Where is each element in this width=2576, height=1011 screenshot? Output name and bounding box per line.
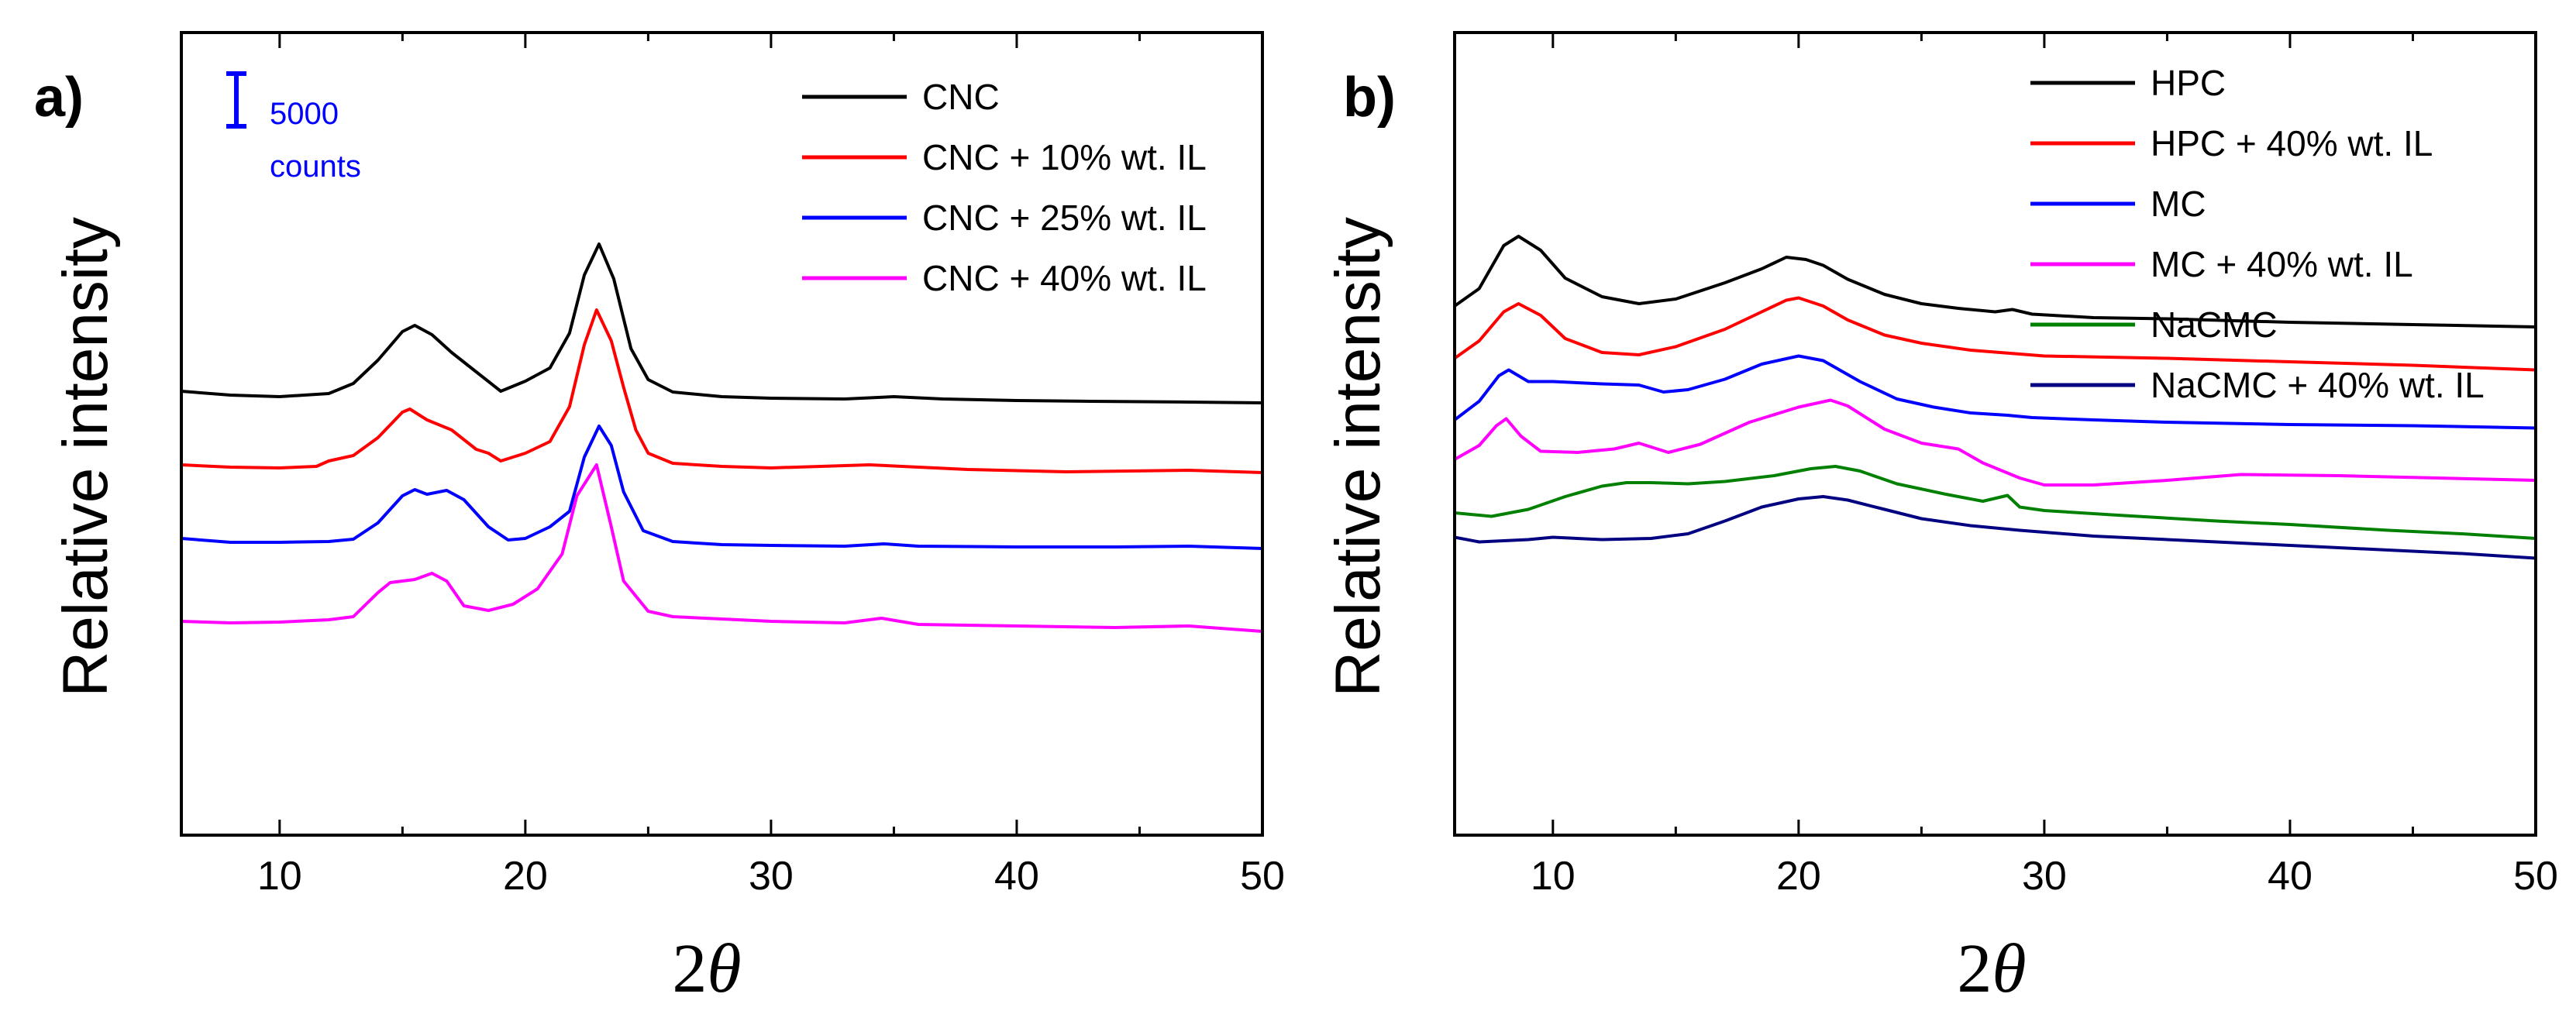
panel-b-series-hpc	[1453, 235, 2536, 328]
panel-a-ylabel: Relative intensity	[50, 217, 121, 697]
panel-b-xlabel-prefix: 2	[1957, 930, 1992, 1007]
panel-b-legend-label-hpc-40-wt-il: HPC + 40% wt. IL	[2151, 123, 2433, 163]
panel-a-frame	[180, 31, 1264, 837]
panel-b-frame	[1453, 31, 2537, 837]
panel-a-tick-label-10: 10	[257, 854, 302, 899]
panel-b-legend-label-mc-40-wt-il: MC + 40% wt. IL	[2151, 244, 2413, 284]
panel-a: a) Relative intensity 2θ 10 20 30 40 50 CNCC…	[34, 31, 1285, 1007]
panel-a-xlabel-prefix: 2	[672, 930, 707, 1007]
panel-a-tick-label-30: 30	[749, 854, 794, 899]
panel-b-series-nacmc	[1454, 465, 2536, 540]
panel-b-series-mc	[1453, 354, 2536, 430]
panel-a-legend-label-cnc: CNC	[922, 77, 1000, 117]
panel-b-tick-label-40: 40	[2268, 854, 2313, 899]
panel-b-tick-label-50: 50	[2513, 854, 2558, 899]
panel-b-label: b)	[1343, 67, 1396, 129]
panel-a-scale-bar: 5000 counts	[226, 71, 361, 184]
panel-a-series	[181, 242, 1263, 633]
panel-a-xlabel-symbol: θ	[707, 930, 741, 1007]
panel-b-legend-label-hpc: HPC	[2151, 63, 2226, 103]
panel-a-legend-label-cnc-25-wt-il: CNC + 25% wt. IL	[922, 198, 1207, 238]
panel-a-legend: CNC CNC + 10% wt. IL CNC + 25% wt. IL CNC +…	[802, 77, 1207, 298]
panel-a-tick-label-20: 20	[503, 854, 548, 899]
panel-b-tick-label-30: 30	[2022, 854, 2067, 899]
panel-b-tick-label-20: 20	[1776, 854, 1821, 899]
panel-a-tick-label-40: 40	[994, 854, 1039, 899]
panel-b-xlabel-symbol: θ	[1992, 930, 2026, 1007]
panel-a-series-cnc-10-wt-il	[181, 308, 1263, 474]
panel-b-legend-label-nacmc: NaCMC	[2151, 304, 2278, 345]
scale-bar-value: 5000	[270, 97, 339, 131]
panel-b-legend-label-nacmc-40-wt-il: NaCMC + 40% wt. IL	[2151, 365, 2485, 405]
panel-b-series	[1453, 235, 2536, 560]
panel-a-xlabel: 2θ	[672, 930, 741, 1007]
panel-b-legend-label-mc: MC	[2151, 184, 2206, 224]
scale-bar-unit: counts	[270, 150, 361, 184]
panel-b-series-hpc-40-wt-il	[1453, 296, 2536, 372]
panel-a-tick-label-50: 50	[1240, 854, 1285, 899]
panel-b-ylabel: Relative intensity	[1323, 217, 1393, 697]
panel-b-xlabel: 2θ	[1957, 930, 2026, 1007]
panel-b-xticks: 10 20 30 40 50	[1531, 33, 2558, 899]
panel-a-series-cnc-25-wt-il	[181, 425, 1263, 550]
panel-b-tick-label-10: 10	[1531, 854, 1576, 899]
panel-a-series-cnc-40-wt-il	[181, 463, 1263, 633]
panel-a-series-cnc	[181, 242, 1263, 404]
panel-a-label: a)	[34, 67, 84, 129]
panel-b: b) Relative intensity 2θ 10 20 30 40 50 HPCH…	[1323, 31, 2558, 1007]
panel-a-legend-label-cnc-40-wt-il: CNC + 40% wt. IL	[922, 258, 1207, 298]
panel-a-xticks: 10 20 30 40 50	[257, 33, 1285, 899]
panel-b-legend: HPC HPC + 40% wt. IL MC MC + 40% wt. IL NaCM…	[2030, 63, 2485, 405]
panel-a-legend-label-cnc-10-wt-il: CNC + 10% wt. IL	[922, 137, 1207, 177]
panel-b-series-nacmc-40-wt-il	[1454, 495, 2536, 560]
panel-b-series-mc-40-wt-il	[1454, 398, 2536, 487]
